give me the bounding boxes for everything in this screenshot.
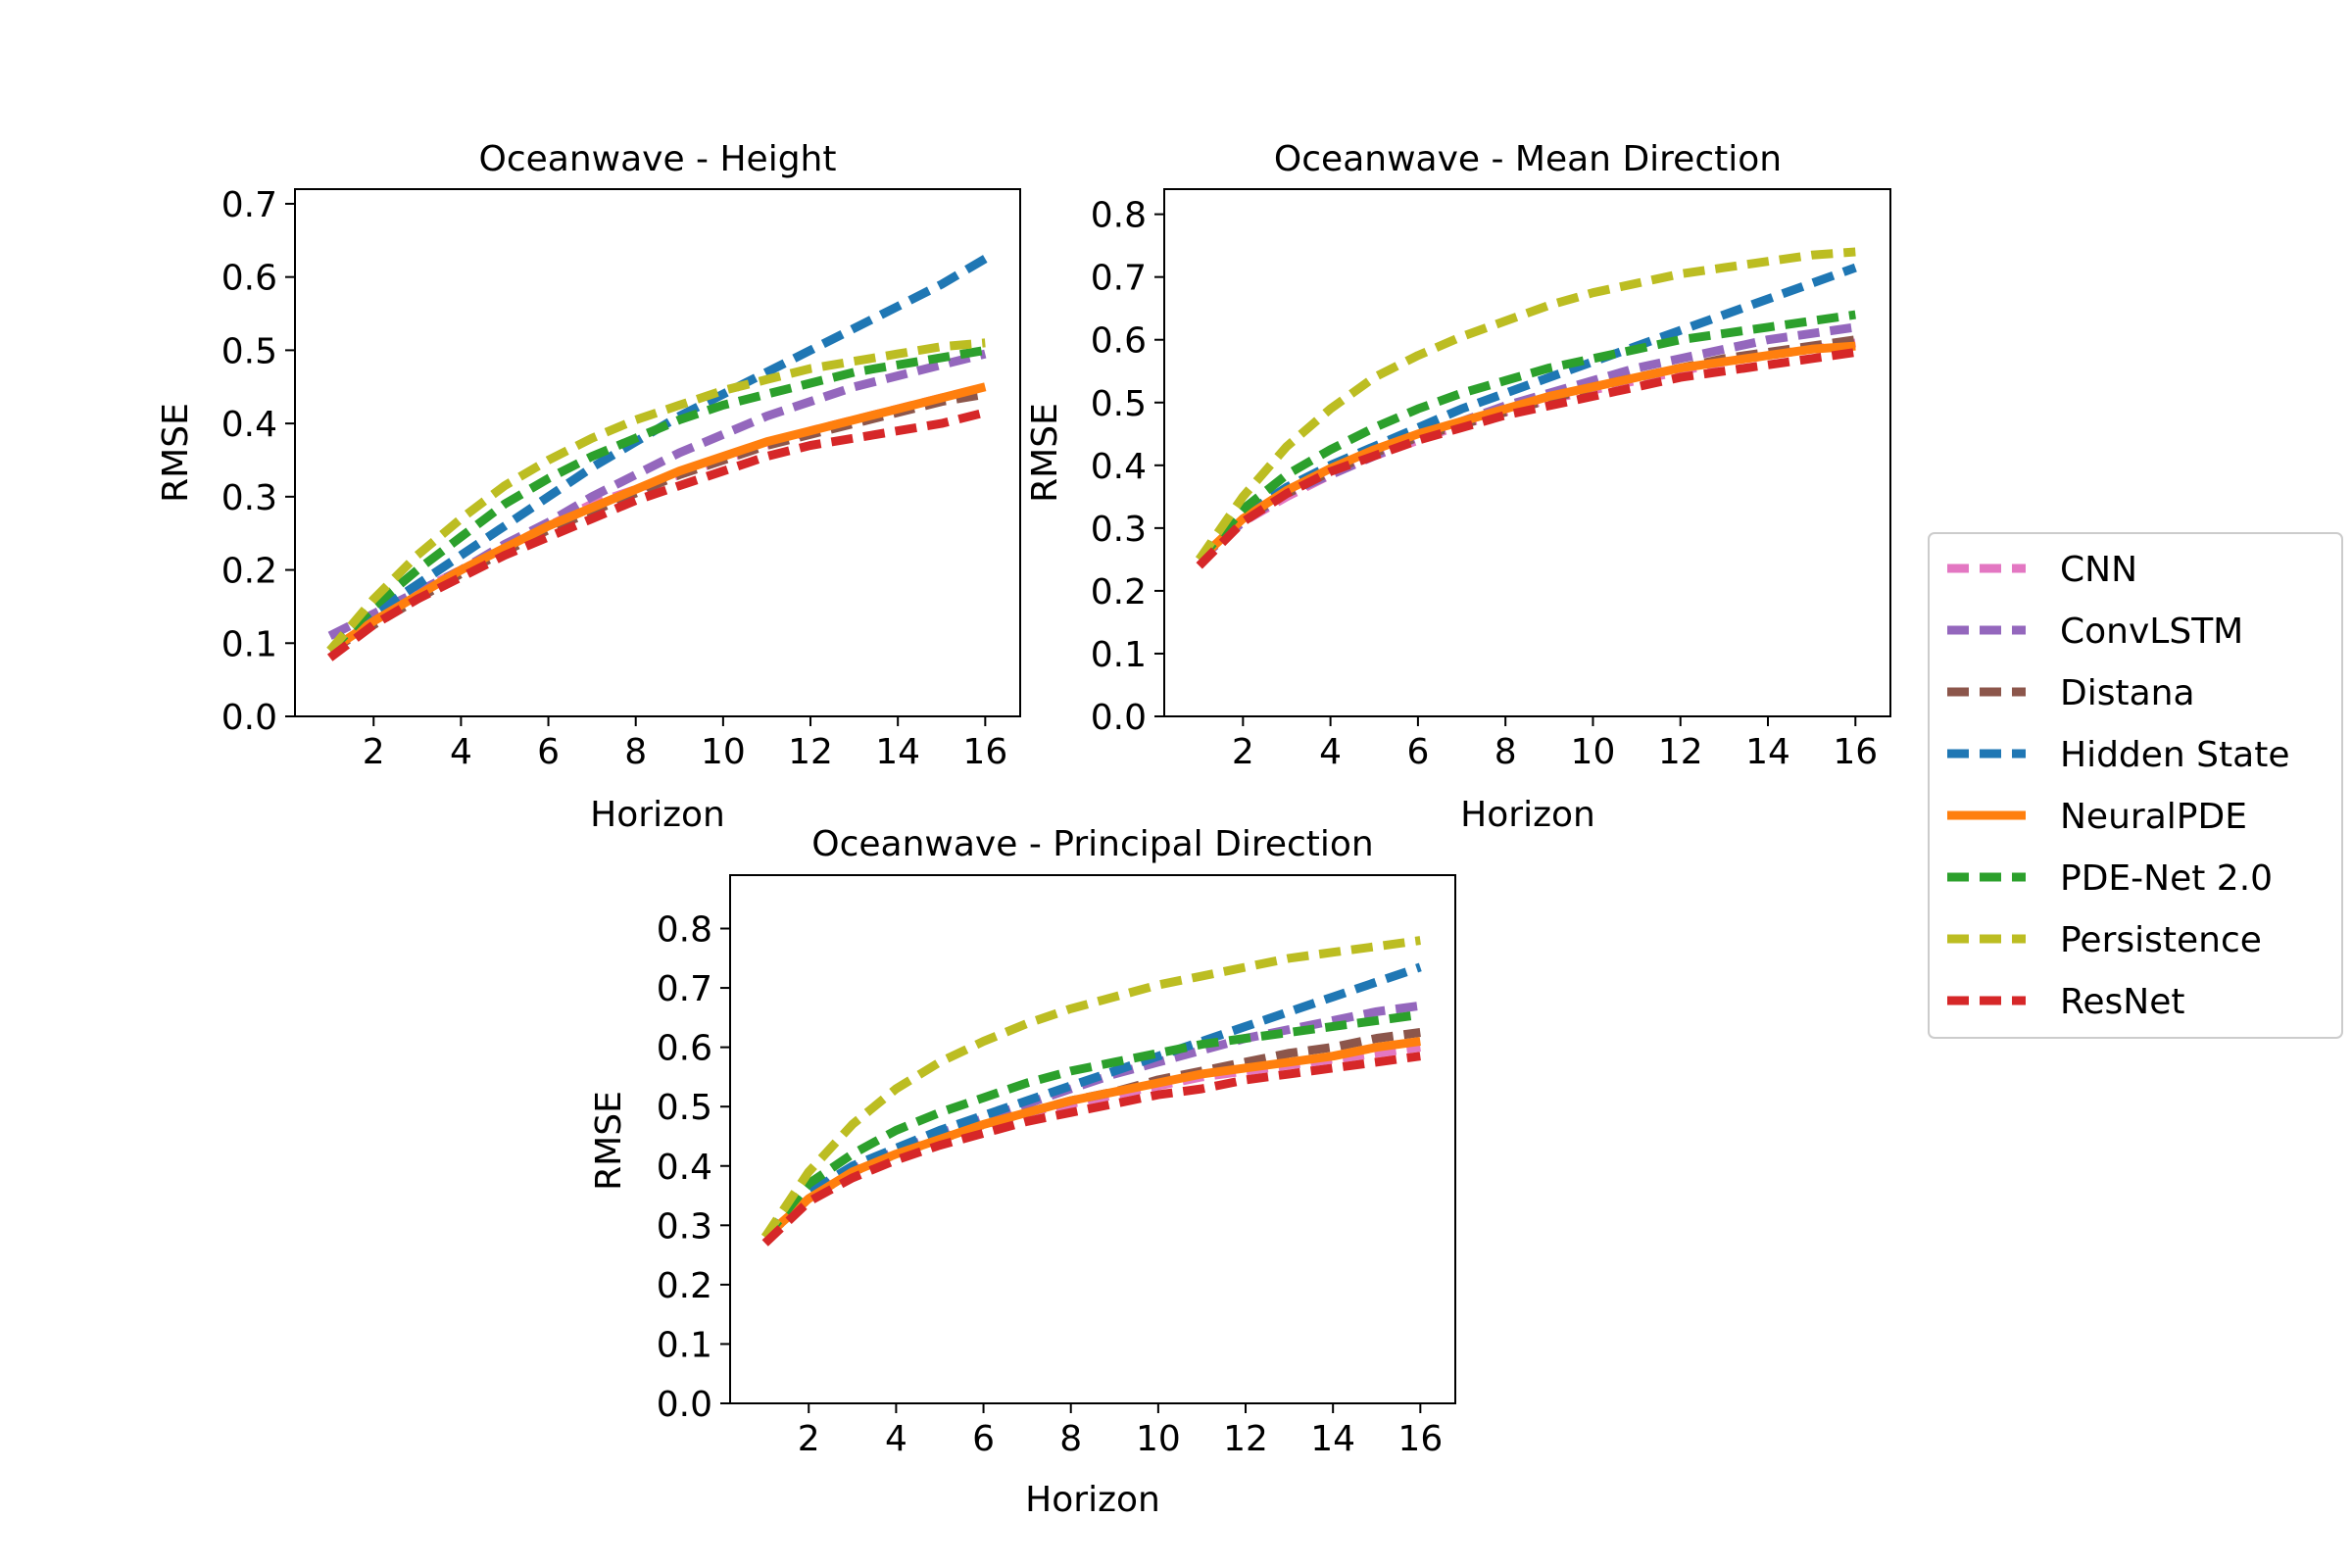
x-tick-label: 4 <box>885 1419 907 1459</box>
y-tick-label: 0.0 <box>1091 698 1147 738</box>
x-tick-label: 4 <box>450 732 472 772</box>
series-line-pde-net-2-0 <box>326 345 987 654</box>
y-tick-label: 0.8 <box>1091 196 1147 236</box>
y-tick-label: 0.6 <box>657 1029 712 1069</box>
y-tick-label: 0.1 <box>1091 635 1147 675</box>
series-line-pde-net-2-0 <box>1196 310 1856 563</box>
series-line-resnet <box>761 1052 1421 1247</box>
x-tick-label: 2 <box>1232 732 1254 772</box>
y-tick-label: 0.4 <box>1091 447 1147 487</box>
axes-frame <box>294 188 1021 717</box>
legend-label: Hidden State <box>2060 735 2289 775</box>
series-line-persistence <box>760 936 1421 1240</box>
legend-frame <box>1928 532 2343 1039</box>
x-tick-label: 10 <box>1136 1419 1181 1459</box>
y-tick-label: 0.4 <box>657 1148 712 1188</box>
series-line-pde-net-2-0 <box>761 1009 1421 1241</box>
x-tick-label: 14 <box>875 732 920 772</box>
legend-label: ConvLSTM <box>2060 612 2243 652</box>
y-axis-label: RMSE <box>156 403 196 503</box>
x-tick-label: 14 <box>1745 732 1790 772</box>
y-tick-label: 0.8 <box>657 910 712 951</box>
y-tick-label: 0.3 <box>1091 510 1147 550</box>
y-axis-label: RMSE <box>1025 403 1065 503</box>
subplot-height: Oceanwave - Height Horizon RMSE 2 4 6 8 10 12… <box>156 139 1021 835</box>
y-tick-label: 0.2 <box>1091 572 1147 612</box>
axes-frame <box>729 874 1456 1404</box>
legend-label: Persistence <box>2060 920 2262 960</box>
subplot-title: Oceanwave - Mean Direction <box>1274 139 1782 179</box>
y-tick-label: 0.3 <box>221 478 277 518</box>
series-line-resnet <box>1196 348 1856 569</box>
plot-area <box>326 255 988 662</box>
x-tick-label: 10 <box>1571 732 1616 772</box>
x-tick-label: 12 <box>1658 732 1703 772</box>
y-axis-label: RMSE <box>589 1091 629 1191</box>
y-tick-label: 0.4 <box>221 405 277 445</box>
y-tick-label: 0.0 <box>657 1385 712 1425</box>
x-tick-label: 12 <box>1223 1419 1268 1459</box>
x-tick-label: 2 <box>363 732 385 772</box>
subplot-title: Oceanwave - Height <box>479 139 837 179</box>
y-tick-label: 0.5 <box>221 331 277 371</box>
legend-label: NeuralPDE <box>2060 797 2247 837</box>
y-tick-label: 0.2 <box>657 1266 712 1306</box>
legend-label: PDE-Net 2.0 <box>2060 858 2273 899</box>
y-tick-label: 0.1 <box>221 624 277 664</box>
axes-frame <box>1163 188 1891 717</box>
y-tick-label: 0.1 <box>657 1325 712 1365</box>
x-tick-label: 16 <box>1397 1419 1443 1459</box>
x-tick-label: 8 <box>624 732 647 772</box>
series-line-neuralpde <box>327 382 987 655</box>
x-tick-label: 6 <box>1406 732 1429 772</box>
x-axis-label: Horizon <box>1025 1480 1160 1520</box>
x-tick-label: 6 <box>972 1419 995 1459</box>
subplot-principal-direction: Oceanwave - Principal Direction Horizon … <box>589 824 1456 1520</box>
legend-label: Distana <box>2060 673 2195 713</box>
subplot-title: Oceanwave - Principal Direction <box>811 824 1373 864</box>
y-tick-label: 0.7 <box>657 969 712 1009</box>
x-tick-label: 16 <box>962 732 1007 772</box>
series-line-convlstm <box>327 349 987 640</box>
x-tick-label: 2 <box>798 1419 820 1459</box>
x-tick-label: 8 <box>1494 732 1517 772</box>
y-tick-label: 0.5 <box>1091 384 1147 424</box>
x-tick-label: 4 <box>1319 732 1342 772</box>
x-axis-label: Horizon <box>590 795 725 835</box>
series-line-persistence <box>1196 247 1856 563</box>
x-tick-label: 14 <box>1310 1419 1355 1459</box>
x-tick-label: 16 <box>1833 732 1878 772</box>
series-line-resnet <box>326 408 987 662</box>
x-tick-label: 12 <box>788 732 833 772</box>
series-line-hidden-state <box>761 962 1422 1241</box>
y-tick-label: 0.6 <box>221 259 277 299</box>
series-line-neuralpde <box>761 1037 1421 1241</box>
y-tick-label: 0.2 <box>221 552 277 592</box>
y-tick-label: 0.6 <box>1091 321 1147 362</box>
x-tick-label: 8 <box>1059 1419 1082 1459</box>
legend-label: CNN <box>2060 550 2137 590</box>
legend-label: ResNet <box>2060 982 2185 1022</box>
y-tick-label: 0.3 <box>657 1206 712 1247</box>
subplot-mean-direction: Oceanwave - Mean Direction Horizon RMSE … <box>1025 139 1891 835</box>
y-tick-label: 0.7 <box>1091 259 1147 299</box>
x-axis-label: Horizon <box>1460 795 1595 835</box>
plot-area <box>760 936 1422 1247</box>
y-tick-label: 0.5 <box>657 1088 712 1128</box>
legend: CNN ConvLSTM Distana Hidden State NeuralPDE P… <box>1928 532 2343 1039</box>
x-tick-label: 6 <box>537 732 560 772</box>
plot-area <box>1196 247 1857 569</box>
y-tick-label: 0.7 <box>221 185 277 225</box>
y-tick-label: 0.0 <box>221 698 277 738</box>
x-tick-label: 10 <box>701 732 746 772</box>
